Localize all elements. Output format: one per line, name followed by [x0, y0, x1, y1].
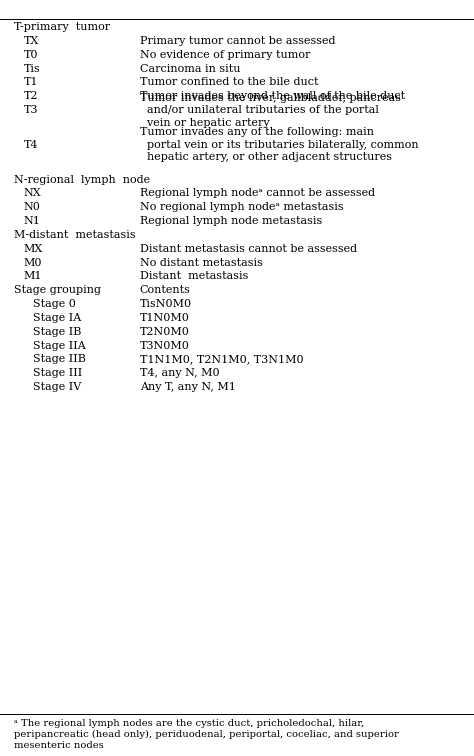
Text: Regional lymph node metastasis: Regional lymph node metastasis — [140, 216, 322, 226]
Text: M-distant  metastasis: M-distant metastasis — [14, 230, 136, 240]
Text: N0: N0 — [24, 202, 41, 212]
Text: T4: T4 — [24, 140, 38, 150]
Text: Stage IB: Stage IB — [33, 327, 82, 336]
Text: Stage 0: Stage 0 — [33, 299, 76, 309]
Text: No regional lymph nodeᵃ metastasis: No regional lymph nodeᵃ metastasis — [140, 202, 344, 212]
Text: Stage III: Stage III — [33, 368, 82, 378]
Text: Stage IIB: Stage IIB — [33, 355, 86, 364]
Text: No distant metastasis: No distant metastasis — [140, 258, 263, 268]
Text: T4, any N, M0: T4, any N, M0 — [140, 368, 219, 378]
Text: T-primary  tumor: T-primary tumor — [14, 22, 110, 33]
Text: Regional lymph nodeᵃ cannot be assessed: Regional lymph nodeᵃ cannot be assessed — [140, 188, 375, 198]
Text: Stage IIA: Stage IIA — [33, 340, 86, 351]
Text: Stage IV: Stage IV — [33, 382, 82, 392]
Text: Any T, any N, M1: Any T, any N, M1 — [140, 382, 236, 392]
Text: Tumor invades beyond the wall of the bile duct: Tumor invades beyond the wall of the bil… — [140, 91, 405, 101]
Text: Distant  metastasis: Distant metastasis — [140, 271, 248, 281]
Text: ᵃ The regional lymph nodes are the cystic duct, pricholedochal, hilar,
peripancr: ᵃ The regional lymph nodes are the cysti… — [14, 719, 399, 750]
Text: TisN0M0: TisN0M0 — [140, 299, 192, 309]
Text: Stage grouping: Stage grouping — [14, 285, 101, 296]
Text: Tumor invades the liver, gallbladder, pancreas
  and/or unilateral tributaries o: Tumor invades the liver, gallbladder, pa… — [140, 93, 401, 128]
Text: Tumor invades any of the following: main
  portal vein or its tributaries bilate: Tumor invades any of the following: main… — [140, 128, 419, 163]
Text: T1N1M0, T2N1M0, T3N1M0: T1N1M0, T2N1M0, T3N1M0 — [140, 355, 303, 364]
Text: Carcinoma in situ: Carcinoma in situ — [140, 64, 240, 73]
Text: Contents: Contents — [140, 285, 191, 296]
Text: M1: M1 — [24, 271, 42, 281]
Text: NX: NX — [24, 188, 41, 198]
Text: T1: T1 — [24, 77, 38, 88]
Text: T2: T2 — [24, 91, 38, 101]
Text: Stage IA: Stage IA — [33, 313, 82, 323]
Text: Distant metastasis cannot be assessed: Distant metastasis cannot be assessed — [140, 243, 357, 254]
Text: No evidence of primary tumor: No evidence of primary tumor — [140, 50, 310, 60]
Text: T1N0M0: T1N0M0 — [140, 313, 190, 323]
Text: Tis: Tis — [24, 64, 40, 73]
Text: T3N0M0: T3N0M0 — [140, 340, 190, 351]
Text: N-regional  lymph  node: N-regional lymph node — [14, 175, 150, 184]
Text: Tumor confined to the bile duct: Tumor confined to the bile duct — [140, 77, 319, 88]
Text: M0: M0 — [24, 258, 42, 268]
Text: T0: T0 — [24, 50, 38, 60]
Text: MX: MX — [24, 243, 43, 254]
Text: TX: TX — [24, 36, 39, 46]
Text: N1: N1 — [24, 216, 41, 226]
Text: T3: T3 — [24, 105, 38, 115]
Text: Primary tumor cannot be assessed: Primary tumor cannot be assessed — [140, 36, 335, 46]
Text: T2N0M0: T2N0M0 — [140, 327, 190, 336]
